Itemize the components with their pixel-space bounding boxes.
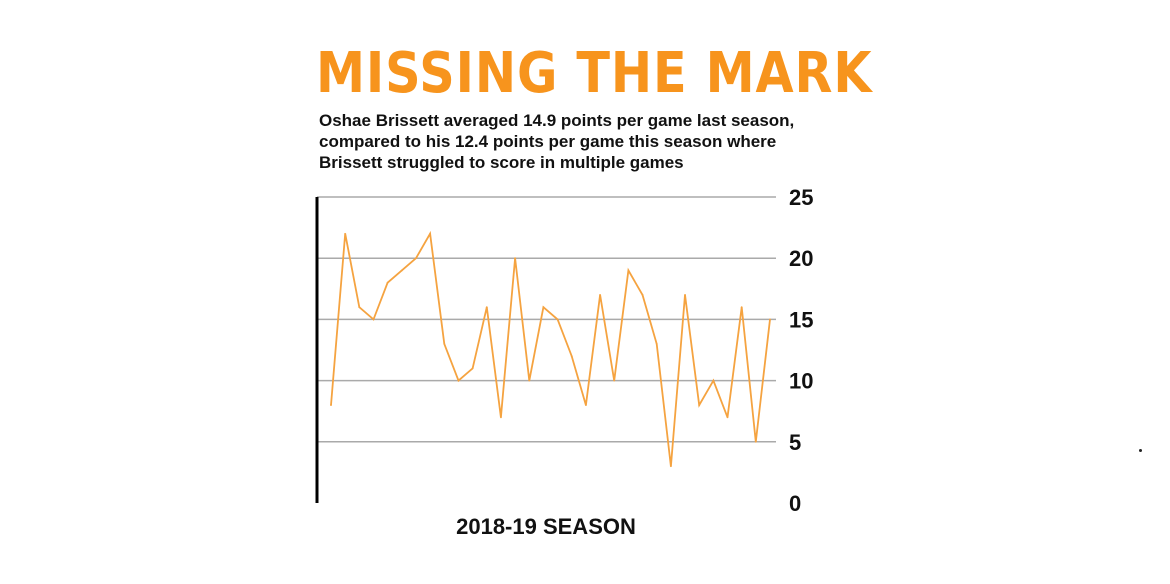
chart-subtitle: Oshae Brissett averaged 14.9 points per …	[319, 111, 795, 172]
y-tick-label: 0	[789, 491, 801, 516]
chart-title: MISSING THE MARK	[316, 41, 873, 106]
data-point	[613, 379, 616, 382]
data-point	[429, 232, 432, 235]
data-point	[372, 318, 375, 321]
data-point	[641, 294, 644, 296]
data-point	[684, 294, 686, 296]
data-point	[627, 269, 630, 272]
data-point	[415, 257, 417, 260]
data-point	[754, 440, 757, 443]
data-point	[500, 416, 502, 419]
data-point	[514, 257, 516, 260]
data-point	[726, 416, 729, 419]
data-point	[769, 318, 771, 321]
data-point	[443, 342, 446, 345]
series-line	[330, 230, 771, 467]
data-point	[740, 306, 743, 309]
data-point	[344, 232, 347, 235]
data-point	[655, 342, 658, 345]
data-point	[471, 367, 474, 370]
data-point	[528, 379, 531, 382]
y-tick-label: 15	[789, 307, 813, 332]
data-point	[669, 465, 672, 468]
y-tick-label: 10	[789, 369, 813, 394]
data-point	[570, 355, 573, 358]
data-point	[712, 379, 715, 382]
x-axis-label: 2018-19 SEASON	[456, 514, 636, 539]
data-point	[585, 404, 587, 406]
data-point	[330, 404, 332, 406]
data-point	[400, 269, 403, 272]
stray-dot	[1139, 449, 1142, 452]
data-point	[386, 281, 389, 284]
y-tick-label: 25	[789, 185, 813, 210]
data-point	[556, 318, 559, 321]
data-point	[457, 379, 460, 382]
y-tick-label: 5	[789, 430, 801, 455]
data-point	[698, 404, 701, 406]
data-point	[358, 306, 361, 309]
data-point	[542, 306, 545, 309]
data-point	[485, 306, 488, 309]
gridlines	[317, 196, 776, 443]
data-points	[330, 232, 771, 468]
data-point	[599, 294, 601, 296]
y-tick-label: 20	[789, 246, 813, 271]
y-tick-labels: 0 5 10 15 20 25	[789, 185, 813, 516]
